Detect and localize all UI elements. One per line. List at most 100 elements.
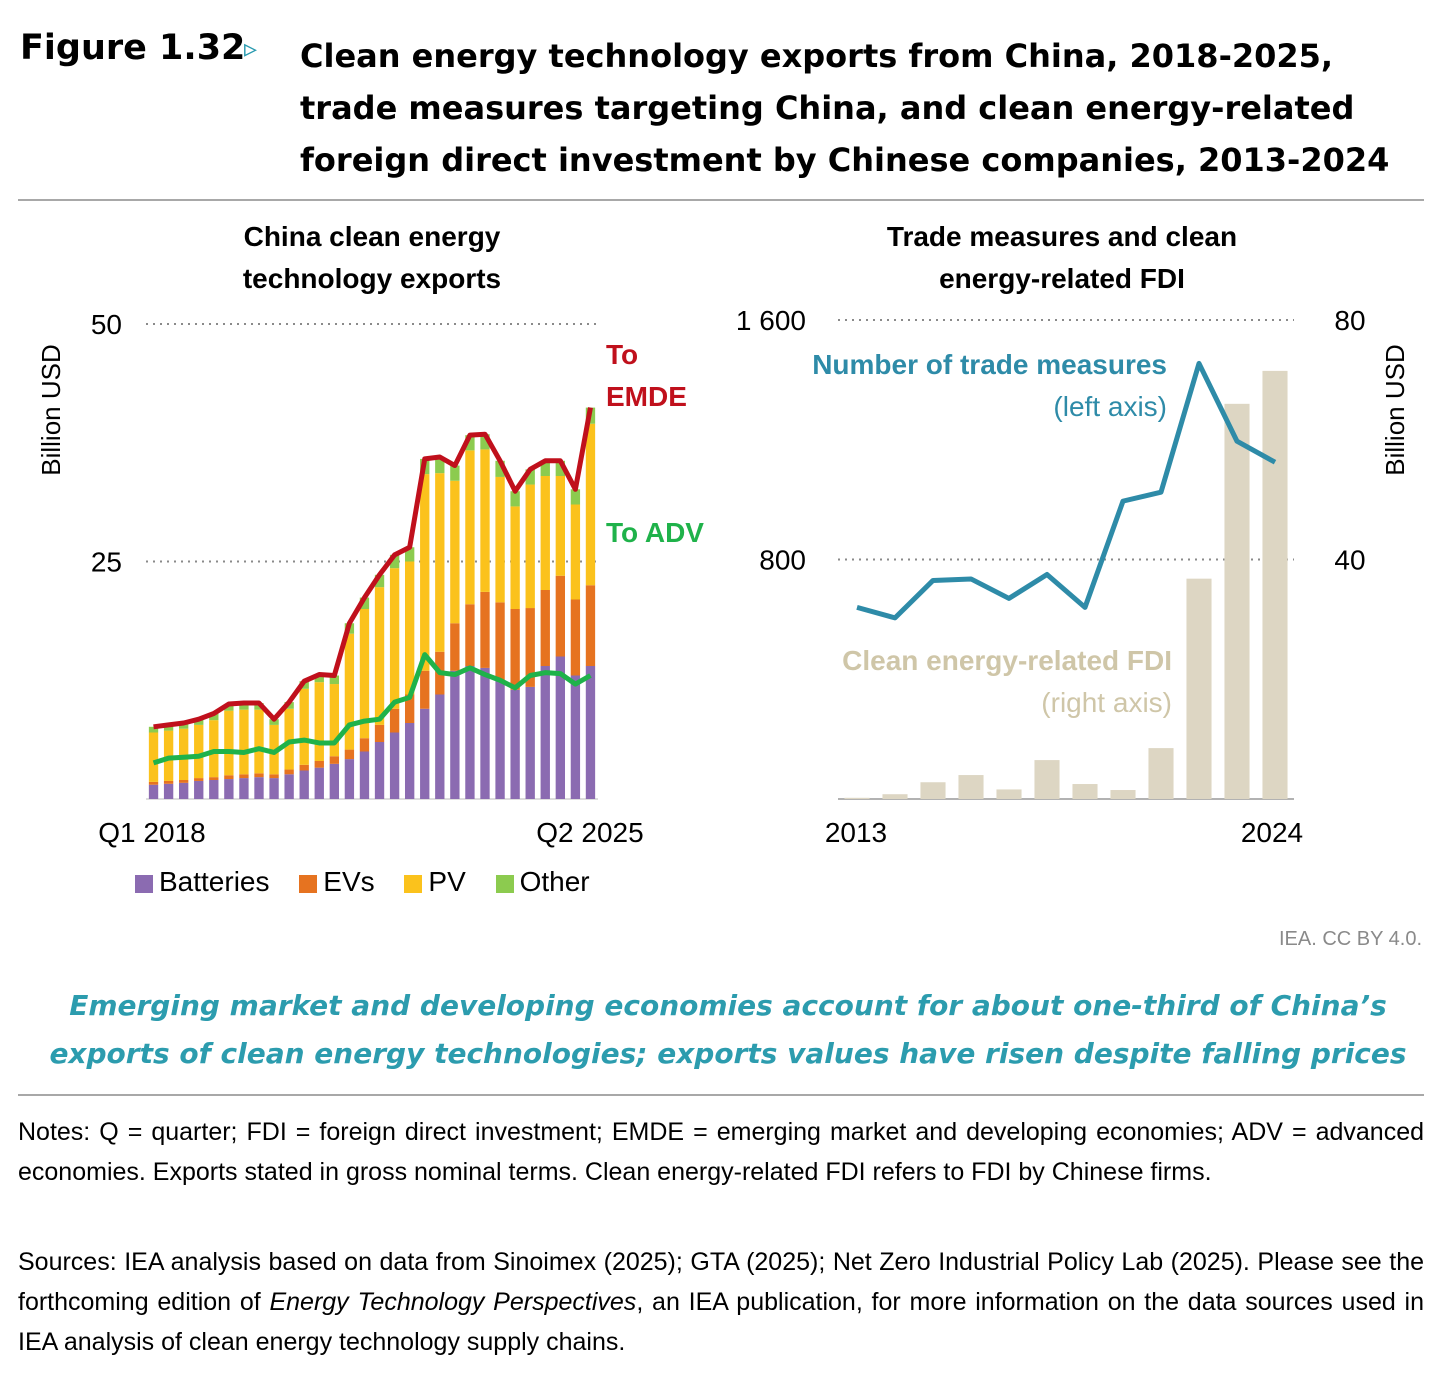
notes-text: Notes: Q = quarter; FDI = foreign direct… [18, 1118, 1424, 1186]
sources-prefix: Sources: IEA analysis based on data from… [18, 1248, 1424, 1316]
right-chart-trade-line [856, 360, 1277, 621]
bar-fdi-2016 [958, 775, 984, 799]
bar-evs-4 [209, 777, 219, 780]
bar-evs-24 [510, 609, 520, 690]
bar-evs-6 [239, 774, 249, 779]
left-chart-grid [146, 323, 598, 800]
bar-other-17 [404, 547, 415, 562]
bar-batteries-14 [359, 751, 370, 799]
bar-pv-26 [540, 476, 550, 590]
right-chart-title-line1: Trade measures and clean [887, 221, 1237, 252]
left-chart-title-line2: technology exports [243, 263, 501, 294]
bar-batteries-15 [374, 742, 385, 799]
bar-pv-14 [359, 609, 370, 739]
bar-batteries-5 [224, 779, 234, 799]
legend-label-batteries: Batteries [159, 866, 270, 897]
bar-evs-22 [480, 591, 490, 668]
bar-pv-5 [224, 710, 234, 776]
bar-batteries-19 [435, 694, 445, 799]
y-tick-label-25: 25 [91, 547, 122, 578]
bar-fdi-2023 [1224, 403, 1250, 799]
bar-evs-25 [525, 608, 535, 687]
legend-label-other: Other [519, 866, 590, 897]
right-y-tick-label-80: 80 [1334, 305, 1365, 336]
x-tick-label-last: 2024 [1241, 817, 1303, 848]
bar-other-1 [163, 724, 174, 731]
bar-other-28 [570, 489, 581, 505]
x-tick-label-first: Q1 2018 [98, 817, 205, 848]
legend-item-evs: EVs [299, 866, 375, 898]
right-chart-title-line2: energy-related FDI [939, 263, 1185, 294]
bar-batteries-13 [344, 759, 355, 799]
legend-item-pv: PV [404, 866, 466, 898]
bar-evs-11 [314, 761, 324, 768]
bar-batteries-6 [239, 778, 249, 799]
bar-pv-21 [465, 450, 475, 605]
bar-other-25 [525, 469, 535, 485]
bar-evs-12 [329, 756, 340, 764]
bar-evs-7 [254, 773, 264, 778]
sources-suffix: , an IEA publication, for more informati… [18, 1288, 1424, 1356]
credit-text: IEA. CC BY 4.0. [1278, 928, 1422, 950]
right-chart-grid [838, 319, 1294, 800]
bar-batteries-9 [284, 774, 294, 799]
bar-fdi-2014 [882, 794, 908, 799]
left-chart-legend: Batteries EVs PV Other [135, 866, 612, 898]
right-chart-ticks: 800 1 600 40 80 2013 2024 [736, 305, 1366, 848]
annotation-to-emde-line1: To [606, 339, 638, 370]
bar-other-5 [224, 704, 234, 711]
bar-evs-17 [404, 694, 415, 723]
bar-other-4 [209, 713, 219, 721]
bar-fdi-2019 [1072, 784, 1098, 799]
line-to-adv [152, 652, 592, 766]
bottom-divider [18, 1094, 1424, 1096]
bar-evs-3 [194, 778, 204, 781]
bar-batteries-11 [314, 767, 324, 799]
right-chart-y-axis-label: Billion USD [1380, 344, 1410, 476]
bar-other-20 [450, 465, 460, 481]
label-trade-measures-axis-note: (left axis) [1053, 391, 1167, 422]
bar-batteries-29 [585, 666, 596, 799]
label-clean-energy-fdi: Clean energy-related FDI [842, 645, 1172, 676]
bar-evs-16 [389, 708, 400, 733]
bar-batteries-1 [163, 783, 174, 799]
bar-pv-10 [299, 688, 309, 765]
line-to-emde [153, 407, 593, 730]
bar-evs-10 [299, 764, 309, 771]
bar-evs-14 [359, 738, 370, 752]
bar-evs-9 [284, 769, 294, 775]
bar-batteries-10 [299, 770, 309, 799]
bar-batteries-0 [148, 784, 159, 799]
bar-pv-16 [389, 568, 400, 709]
bar-pv-9 [284, 708, 294, 770]
bar-pv-27 [555, 476, 566, 576]
bar-other-23 [495, 460, 505, 477]
bar-pv-20 [450, 480, 460, 624]
x-tick-label-first: 2013 [825, 817, 887, 848]
bar-batteries-20 [450, 670, 460, 799]
bar-batteries-16 [389, 732, 400, 799]
bar-other-26 [540, 460, 550, 476]
bar-batteries-2 [178, 782, 189, 799]
bar-other-21 [465, 435, 475, 451]
bar-batteries-3 [194, 780, 204, 799]
sources-text: Sources: IEA analysis based on data from… [18, 1242, 1424, 1362]
bar-batteries-23 [495, 680, 505, 799]
bar-evs-15 [374, 724, 385, 742]
legend-label-evs: EVs [323, 866, 375, 897]
bar-other-12 [329, 675, 340, 685]
bar-other-16 [389, 554, 400, 569]
bar-batteries-7 [254, 777, 264, 799]
bar-fdi-2013 [844, 797, 870, 799]
label-trade-measures: Number of trade measures [812, 349, 1167, 380]
bar-evs-1 [163, 780, 174, 784]
left-chart-ticks: 25 50 Q1 2018 Q2 2025 [91, 309, 644, 848]
annotation-to-emde-line2: EMDE [606, 381, 687, 412]
figure-label: Figure 1.32 [20, 28, 246, 68]
bar-other-24 [510, 491, 520, 507]
bar-pv-28 [570, 504, 581, 600]
bar-batteries-26 [540, 666, 550, 799]
bar-pv-13 [344, 633, 355, 750]
left-chart-bars [148, 407, 596, 799]
figure-arrow-icon: ▹ [244, 34, 258, 64]
